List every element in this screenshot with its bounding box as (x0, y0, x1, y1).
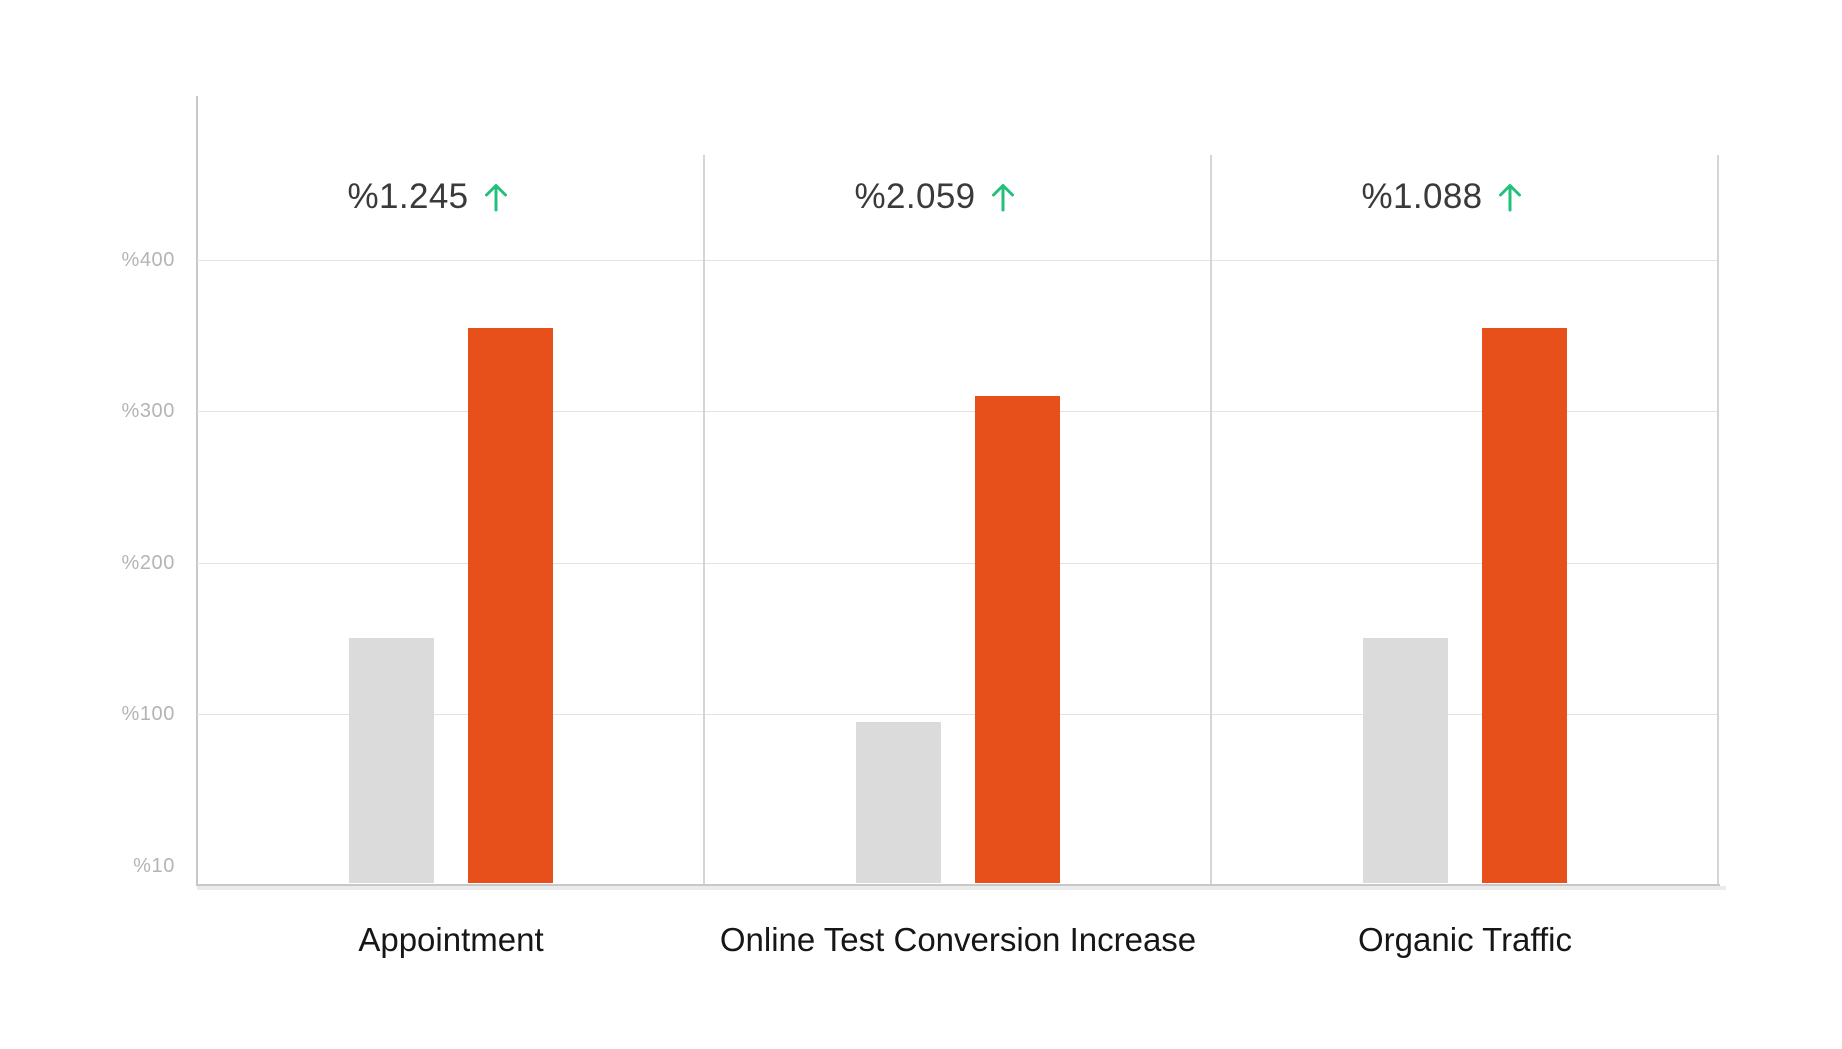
bar-increase (1482, 328, 1567, 883)
category-label: Organic Traffic (1358, 921, 1572, 958)
annotation: %1.088 (1233, 175, 1653, 219)
gridline (197, 563, 1718, 564)
y-axis-line (196, 96, 198, 885)
gridline (197, 714, 1718, 715)
y-axis-tick-label: %400 (121, 249, 175, 271)
category-label: Appointment (358, 921, 544, 958)
y-axis-tick-label: %200 (121, 552, 175, 574)
annotation: %1.245 (219, 175, 639, 219)
x-axis-shadow (197, 886, 1726, 890)
increase-arrow-icon (484, 184, 507, 212)
panel-divider (1210, 155, 1212, 885)
x-axis-line (196, 884, 1720, 886)
gridline (197, 260, 1718, 261)
annotation-value: %1.245 (347, 177, 469, 216)
y-axis-tick-label: %300 (121, 400, 175, 422)
annotation-value: %1.088 (1361, 177, 1483, 216)
bar-increase (975, 396, 1060, 883)
panel-divider (703, 155, 705, 885)
gridline (197, 411, 1718, 412)
category-label: Online Test Conversion Increase (719, 921, 1197, 958)
y-axis-tick-label: %10 (133, 855, 175, 877)
y-axis-tick-label: %100 (121, 703, 175, 725)
bar-baseline (349, 638, 434, 883)
increase-arrow-icon (991, 184, 1014, 212)
panel-divider (1717, 155, 1719, 885)
bar-baseline (1363, 638, 1448, 883)
bar-increase (468, 328, 553, 883)
increase-arrow-icon (1498, 184, 1521, 212)
annotation: %2.059 (726, 175, 1146, 219)
bar-baseline (856, 722, 941, 883)
annotation-value: %2.059 (854, 177, 976, 216)
